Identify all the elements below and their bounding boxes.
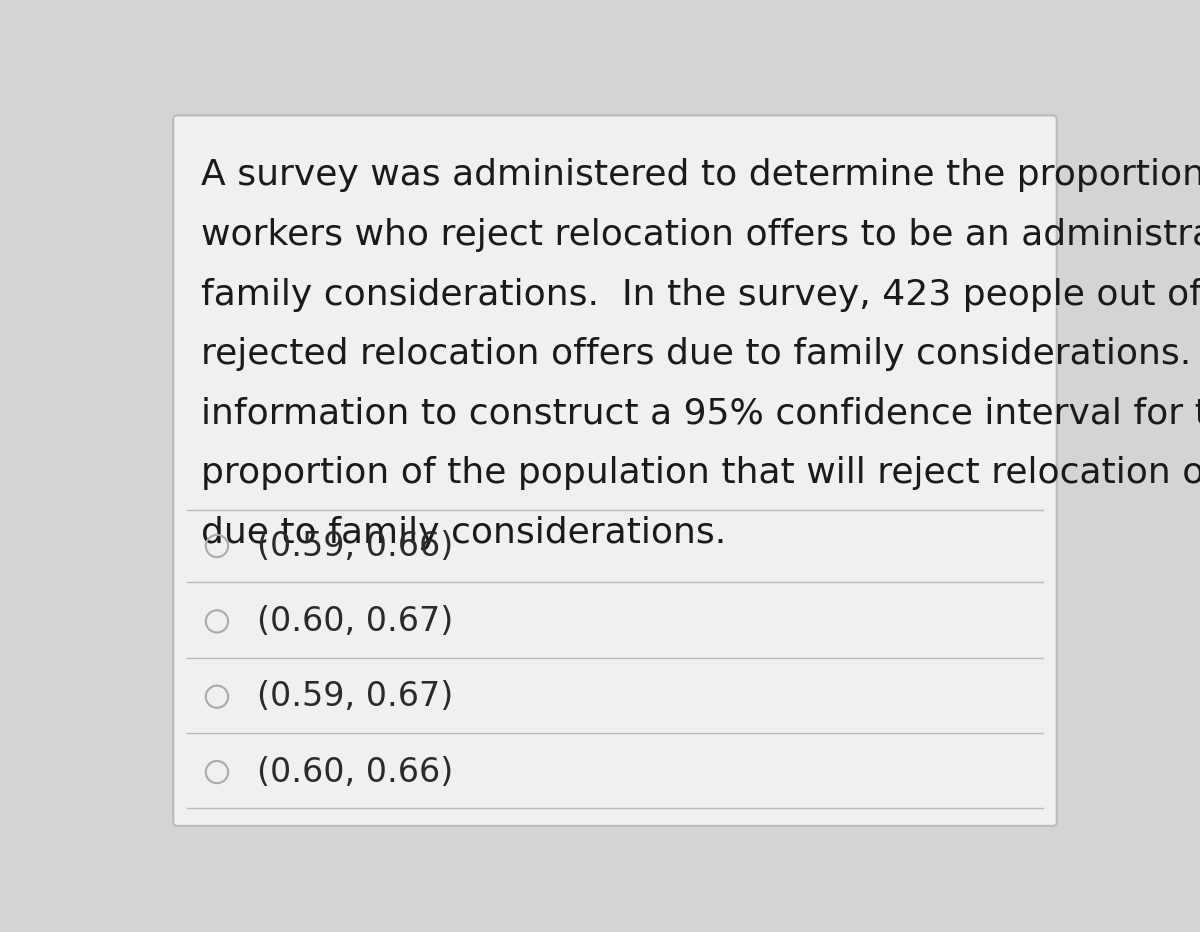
Text: A survey was administered to determine the proportion of: A survey was administered to determine t… (202, 158, 1200, 193)
Text: rejected relocation offers due to family considerations.  Use this: rejected relocation offers due to family… (202, 337, 1200, 371)
Text: (0.59, 0.67): (0.59, 0.67) (257, 680, 454, 713)
Text: (0.60, 0.67): (0.60, 0.67) (257, 605, 454, 637)
Text: family considerations.  In the survey, 423 people out of 672: family considerations. In the survey, 42… (202, 278, 1200, 311)
Text: (0.59, 0.66): (0.59, 0.66) (257, 529, 454, 563)
Text: proportion of the population that will reject relocation offers: proportion of the population that will r… (202, 457, 1200, 490)
Text: due to family considerations.: due to family considerations. (202, 516, 726, 550)
Text: (0.60, 0.66): (0.60, 0.66) (257, 756, 454, 788)
Text: information to construct a 95% confidence interval for the: information to construct a 95% confidenc… (202, 397, 1200, 431)
FancyBboxPatch shape (173, 116, 1057, 826)
Text: workers who reject relocation offers to be an administrator for: workers who reject relocation offers to … (202, 218, 1200, 252)
